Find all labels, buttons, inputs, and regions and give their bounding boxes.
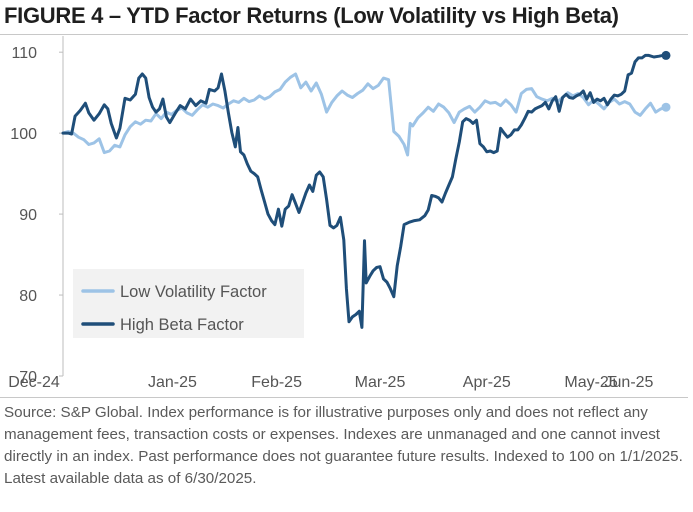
source-divider — [0, 397, 688, 398]
title-divider — [0, 34, 688, 35]
legend-label: Low Volatility Factor — [120, 283, 267, 301]
x-tick-label: Apr-25 — [463, 374, 511, 391]
x-tick-label: Dec-24 — [8, 374, 60, 391]
legend-label: High Beta Factor — [120, 316, 244, 334]
line-chart: 70 80 90 100 110 Dec-24 Jan-25 Feb-25 Mar-25 Apr-… — [8, 36, 671, 391]
x-tick-label: Feb-25 — [251, 374, 302, 391]
y-tick-label: 110 — [11, 45, 37, 62]
series-group — [61, 50, 671, 329]
axes: 70 80 90 100 110 Dec-24 Jan-25 Feb-25 Mar-25 Apr-… — [8, 36, 654, 391]
x-tick-label: Jan-25 — [148, 374, 197, 391]
series-line-high-beta — [61, 53, 668, 329]
x-tick-label: Jun-25 — [605, 374, 654, 391]
series-line-low-volatility — [61, 72, 668, 157]
series-end-marker — [661, 50, 671, 60]
x-tick-label: Mar-25 — [355, 374, 406, 391]
legend-box — [73, 269, 304, 338]
y-tick-label: 90 — [19, 207, 37, 224]
source-note: Source: S&P Global. Index performance is… — [4, 404, 683, 487]
y-tick-label: 80 — [19, 288, 37, 305]
x-tick-label: May-25 — [564, 374, 617, 391]
series-end-marker — [661, 102, 671, 112]
figure-title: FIGURE 4 – YTD Factor Returns (Low Volat… — [4, 3, 619, 28]
legend: Low Volatility Factor High Beta Factor — [73, 269, 304, 338]
y-tick-label: 70 — [19, 369, 37, 386]
y-tick-label: 100 — [10, 126, 37, 143]
